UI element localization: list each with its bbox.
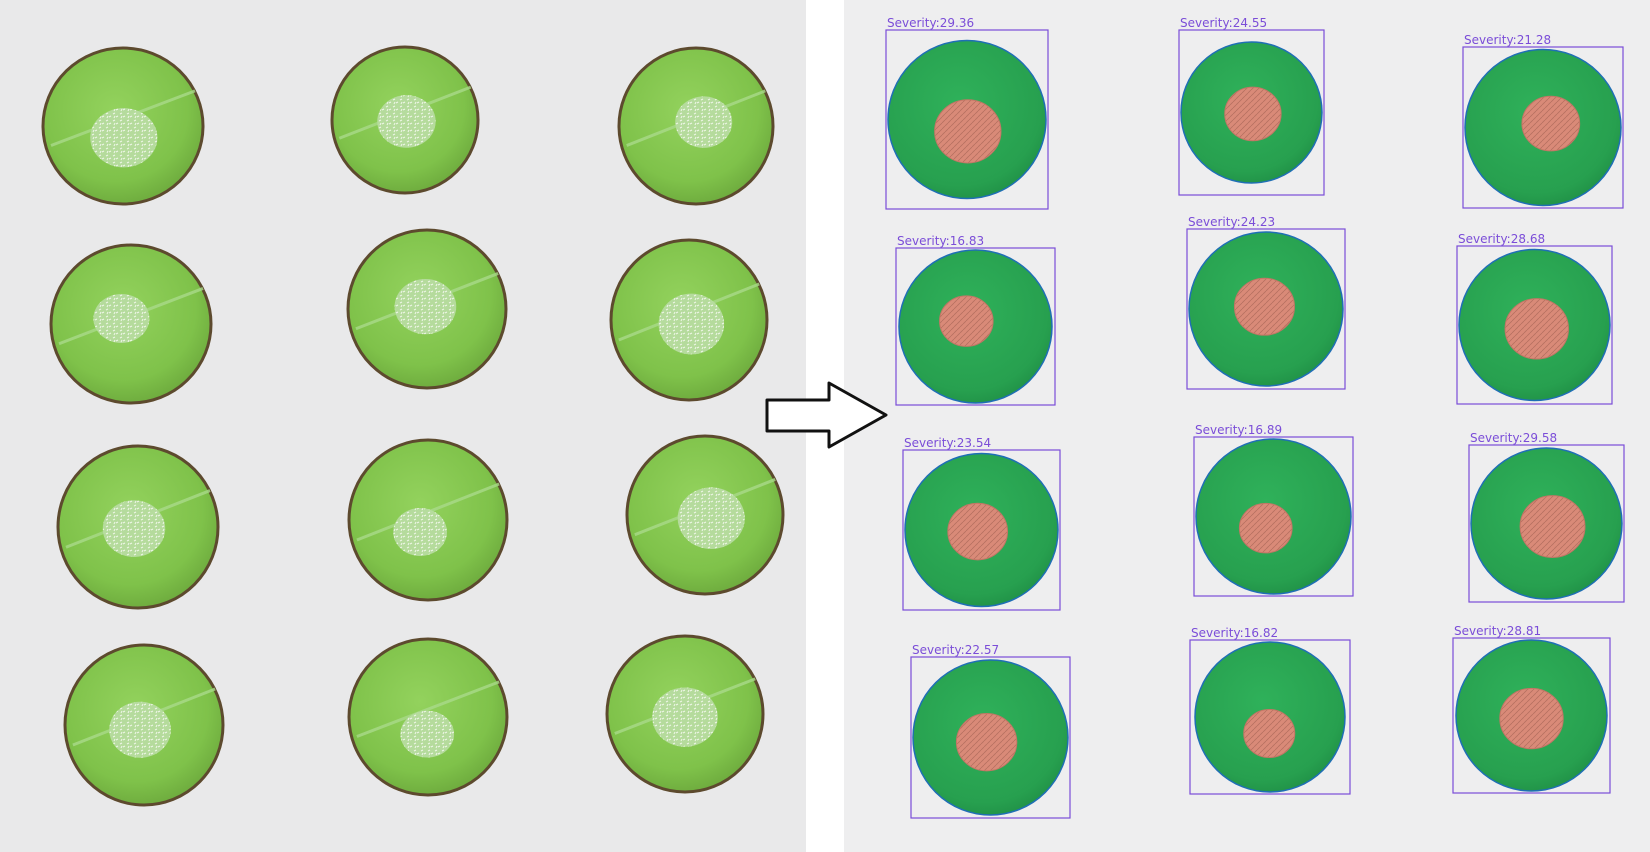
detection-box xyxy=(902,449,1061,611)
lesion-region xyxy=(1521,95,1581,152)
lesion-region xyxy=(1238,502,1293,554)
lesion-region xyxy=(1499,687,1564,750)
mildew-patch xyxy=(400,710,455,758)
mildew-patch xyxy=(658,293,725,355)
leaf-disc xyxy=(346,228,508,390)
leaf-disc xyxy=(609,238,769,402)
severity-label: Severity:29.58 xyxy=(1470,431,1557,445)
mildew-patch xyxy=(90,108,158,168)
segmented-leaf-sample: Severity:21.28 xyxy=(1462,33,1624,209)
leaf-disc xyxy=(625,434,785,596)
mildew-patch xyxy=(394,278,457,335)
segmented-leaf-sample: Severity:16.89 xyxy=(1193,423,1354,597)
severity-label: Severity:24.23 xyxy=(1188,215,1275,229)
severity-label: Severity:21.28 xyxy=(1464,33,1551,47)
severity-label: Severity:16.89 xyxy=(1195,423,1282,437)
segmented-leaf-sample: Severity:29.36 xyxy=(885,16,1049,210)
segmented-leaf-sample: Severity:29.58 xyxy=(1468,431,1625,603)
lesion-region xyxy=(1504,298,1569,360)
detection-box xyxy=(1452,637,1611,794)
leaf-disc xyxy=(347,438,509,602)
leaf-disc xyxy=(49,243,213,405)
severity-label: Severity:28.68 xyxy=(1458,232,1545,246)
lesion-region xyxy=(947,502,1009,561)
mildew-patch xyxy=(652,687,718,747)
mildew-patch xyxy=(109,701,171,758)
detection-box xyxy=(1468,444,1625,603)
leaf-disc xyxy=(63,643,225,807)
mildew-patch xyxy=(677,487,745,549)
severity-label: Severity:24.55 xyxy=(1180,16,1267,30)
original-leaf-discs-panel xyxy=(41,45,785,807)
severity-label: Severity:16.82 xyxy=(1191,626,1278,640)
detection-box xyxy=(1189,639,1351,795)
severity-label: Severity:28.81 xyxy=(1454,624,1541,638)
segmented-leaf-sample: Severity:24.23 xyxy=(1186,215,1346,390)
leaf-disc xyxy=(330,45,480,195)
lesion-region xyxy=(955,712,1018,772)
severity-label: Severity:23.54 xyxy=(904,436,991,450)
leaf-disc xyxy=(41,46,205,206)
lesion-region xyxy=(934,99,1002,164)
detection-box xyxy=(885,29,1049,210)
lesion-region xyxy=(1519,495,1586,558)
severity-label: Severity:29.36 xyxy=(887,16,974,30)
leaf-disc xyxy=(617,46,775,206)
detection-box xyxy=(1193,436,1354,597)
segmented-leaf-sample: Severity:23.54 xyxy=(902,436,1061,611)
segmented-leaf-sample: Severity:28.81 xyxy=(1452,624,1611,794)
detection-box xyxy=(1178,29,1325,196)
lesion-region xyxy=(1233,277,1295,336)
lesion-region xyxy=(939,295,994,347)
segmented-leaf-discs-panel: Severity:29.36 Severity:24.55 Severity:21.… xyxy=(885,16,1625,819)
mildew-patch xyxy=(675,96,733,148)
segmented-leaf-sample: Severity:28.68 xyxy=(1456,232,1613,405)
severity-label: Severity:16.83 xyxy=(897,234,984,248)
detection-box xyxy=(895,247,1056,406)
segmented-leaf-sample: Severity:24.55 xyxy=(1178,16,1325,196)
severity-label: Severity:22.57 xyxy=(912,643,999,657)
detection-box xyxy=(1186,228,1346,390)
lesion-region xyxy=(1224,86,1282,142)
detection-box xyxy=(1462,46,1624,209)
mildew-patch xyxy=(393,508,447,556)
detection-box xyxy=(1456,245,1613,405)
segmented-leaf-sample: Severity:16.82 xyxy=(1189,626,1351,795)
mildew-patch xyxy=(377,95,436,148)
detection-box xyxy=(910,656,1071,819)
segmented-leaf-sample: Severity:16.83 xyxy=(895,234,1056,406)
leaf-disc xyxy=(56,444,220,610)
mildew-patch xyxy=(93,293,150,343)
leaf-disc xyxy=(605,634,765,794)
right-arrow-icon xyxy=(765,381,888,449)
leaf-disc xyxy=(347,637,509,797)
segmented-leaf-sample: Severity:22.57 xyxy=(910,643,1071,819)
lesion-region xyxy=(1243,709,1296,758)
mildew-patch xyxy=(102,500,166,557)
